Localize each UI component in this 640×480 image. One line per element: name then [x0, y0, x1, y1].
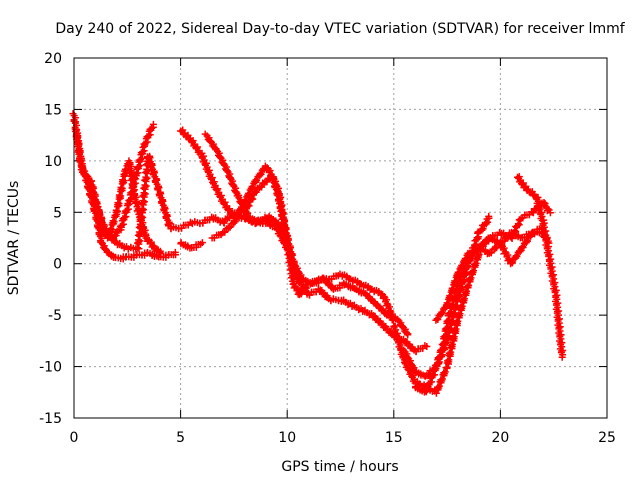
series-sat-i	[241, 173, 431, 356]
data-point-interp	[471, 260, 478, 268]
data-point	[423, 343, 431, 350]
data-point-interp	[109, 217, 117, 225]
data-point-interp	[107, 224, 115, 232]
data-point-interp	[455, 269, 463, 277]
data-point-interp	[156, 249, 164, 257]
data-point	[558, 353, 566, 361]
data-point-interp	[448, 284, 456, 292]
y-tick-label: 0	[53, 257, 62, 273]
y-tick-label: -10	[39, 360, 62, 376]
data-point-interp	[235, 211, 243, 219]
data-point-interp	[462, 255, 470, 263]
data-point-interp	[459, 262, 466, 270]
y-axis-label: SDTVAR / TECUs	[6, 181, 22, 296]
data-point	[404, 331, 412, 339]
series-sat-o	[514, 173, 567, 361]
series-sat-n	[476, 199, 554, 253]
y-tick-label: -5	[48, 308, 62, 324]
x-tick-label: 10	[278, 430, 296, 446]
data-point	[485, 212, 493, 220]
axis-ticks: 0 5 10 15 20 25 -15 -10 -5 0 5 10 15 20	[39, 51, 616, 446]
data-point-interp	[461, 288, 469, 296]
data-point-interp	[466, 275, 473, 283]
data-point	[546, 209, 554, 217]
data-point-interp	[445, 349, 453, 357]
x-tick-label: 20	[491, 430, 509, 446]
y-tick-label: 5	[53, 205, 62, 221]
x-tick-label: 15	[385, 430, 403, 446]
data-points	[69, 110, 567, 397]
data-point	[171, 248, 179, 256]
data-point-interp	[443, 299, 451, 307]
data-point	[149, 120, 157, 128]
y-tick-label: -15	[39, 411, 62, 427]
data-point-interp	[115, 191, 123, 199]
chart-title: Day 240 of 2022, Sidereal Day-to-day VTE…	[55, 21, 625, 37]
data-point-interp	[231, 218, 239, 226]
data-point-interp	[117, 183, 125, 191]
data-point-interp	[112, 206, 120, 214]
series-sat-e	[177, 126, 291, 253]
data-point-interp	[119, 176, 127, 184]
x-axis-label: GPS time / hours	[281, 459, 398, 475]
y-tick-label: 20	[44, 51, 62, 67]
data-point-interp	[459, 296, 467, 304]
x-tick-label: 25	[598, 430, 616, 446]
y-tick-label: 15	[44, 102, 62, 118]
y-tick-label: 10	[44, 154, 62, 170]
data-point-interp	[444, 357, 451, 365]
data-point-interp	[446, 292, 454, 300]
plot-frame	[73, 57, 608, 419]
data-point	[157, 249, 165, 257]
data-point	[198, 239, 206, 247]
data-point-interp	[447, 342, 455, 349]
data-point-interp	[114, 199, 122, 207]
data-point	[389, 316, 397, 324]
x-tick-label: 5	[176, 430, 185, 446]
data-point-interp	[451, 277, 459, 285]
x-tick-label: 0	[70, 430, 79, 446]
series-sat-g	[177, 239, 206, 252]
